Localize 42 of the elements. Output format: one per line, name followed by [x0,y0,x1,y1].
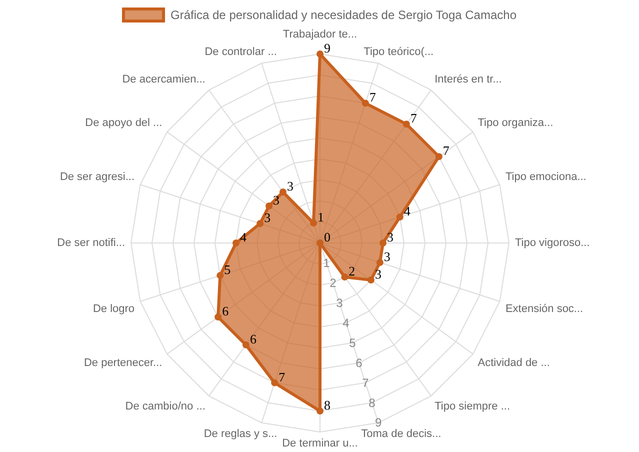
spoke-label: Toma de decis... [361,428,442,440]
data-label: 7 [410,110,418,126]
spoke-label: De ser agresi... [60,171,135,184]
spoke-label: De controlar ... [204,46,277,58]
data-label: 3 [273,192,280,208]
y-tick-label: 5 [349,336,356,350]
y-tick-label: 7 [362,376,370,390]
spoke-label: Actividad de ... [478,357,550,370]
spoke-label: Tipo siempre ... [434,400,510,412]
data-label: 3 [384,248,390,264]
y-tick-label: 2 [330,276,337,290]
spoke-label: De terminar u... [282,438,358,450]
data-label: 3 [264,210,271,226]
legend-label: Gráfica de personalidad y necesidades de Sergio Toga Camacho [170,8,517,22]
spoke-label: Tipo emociona... [505,171,586,184]
data-label: 7 [442,143,450,158]
data-label: 4 [404,204,411,219]
spoke-label: De logro [92,302,135,315]
data-label: 1 [318,210,324,225]
y-tick-label: 6 [356,356,363,370]
spoke-label: De pertenecer... [84,357,162,370]
y-tick-label: 8 [368,396,376,410]
data-label: 7 [278,369,286,384]
spoke-label: Tipo vigoroso... [515,237,590,249]
y-tick-label: 4 [342,316,350,330]
data-label: 6 [250,331,257,346]
spoke-label: De apoyo del ... [85,116,162,129]
data-label: 5 [224,262,231,277]
spoke-label: De cambio/no ... [125,400,206,412]
spoke-label: Interés en tr... [434,74,502,86]
data-label: 0 [324,230,330,244]
data-label: 3 [286,178,294,194]
spoke-label: Tipo organiza... [478,116,554,129]
spoke-label: Trabajador te... [282,28,358,40]
spoke-label: De reglas y s... [204,428,278,440]
spoke-label: Extensión soc... [505,302,584,315]
y-tick-label: 3 [336,296,344,310]
spoke-label: De acercamien... [122,74,206,86]
spoke-label: Tipo teórico(... [364,46,434,58]
spoke-label: De ser notifi... [57,237,125,249]
data-label: 6 [222,304,230,319]
data-label: 3 [387,230,394,244]
